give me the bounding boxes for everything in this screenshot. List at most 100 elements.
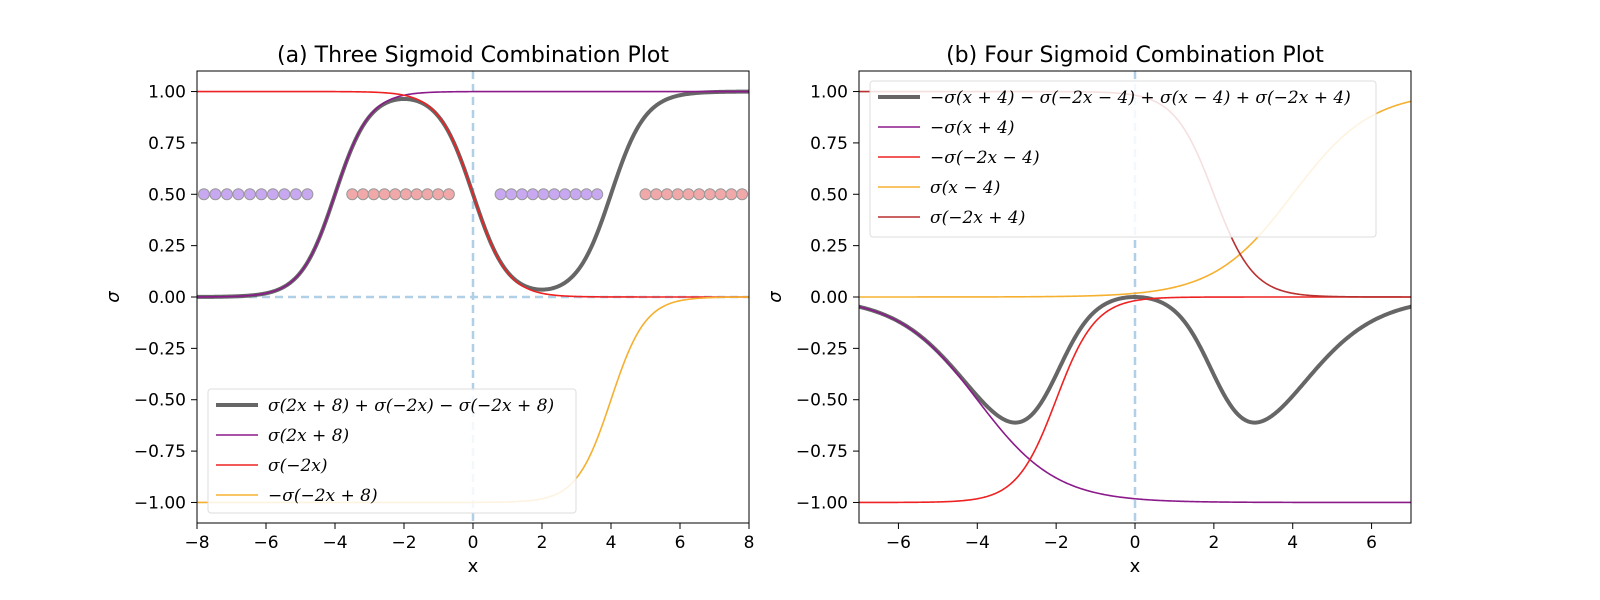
legend-label: −σ(x + 4) — [930, 118, 1015, 138]
marker-point — [301, 188, 314, 201]
marker-point — [410, 188, 423, 201]
marker-point — [671, 188, 684, 201]
legend: −σ(x + 4) − σ(−2x − 4) + σ(x − 4) + σ(−2… — [869, 80, 1377, 238]
marker-point — [432, 188, 445, 201]
marker-point — [559, 188, 571, 201]
marker-point — [650, 188, 663, 201]
marker-point — [505, 188, 518, 201]
x-tick-label: 2 — [537, 533, 548, 553]
marker-point — [660, 188, 673, 201]
y-tick-label: −0.25 — [134, 339, 186, 359]
y-tick-label: −1.00 — [796, 493, 848, 513]
legend-label: σ(2x + 8) — [268, 426, 349, 446]
marker-point — [278, 188, 291, 201]
y-axis-label: σ — [765, 291, 786, 303]
legend-label: σ(2x + 8) + σ(−2x) − σ(−2x + 8) — [268, 396, 554, 416]
x-tick-label: −6 — [253, 533, 278, 553]
marker-point — [494, 188, 507, 201]
series-line-2 — [859, 296, 1411, 504]
marker-point — [516, 188, 529, 201]
marker-point — [367, 188, 380, 201]
chart-panel-a: −8 −6 −4 −2 0 2 4 6 8 −1.00 −0.75 −0.50 −0.25 0.00 0.2… — [103, 43, 754, 577]
y-tick-label: 0.00 — [810, 288, 848, 308]
x-tick-label: −6 — [886, 533, 911, 553]
marker-point — [639, 188, 652, 201]
marker-point — [526, 188, 539, 201]
legend-label: −σ(−2x + 8) — [268, 486, 378, 506]
marker-point — [209, 188, 222, 201]
marker-point — [266, 188, 279, 201]
y-tick-label: 0.25 — [148, 237, 186, 257]
marker-point — [399, 188, 412, 201]
x-tick-label: 0 — [468, 533, 479, 553]
y-tick-label: 0.75 — [810, 134, 848, 154]
x-tick-label: −2 — [1044, 533, 1069, 553]
y-tick-label: −1.00 — [134, 493, 186, 513]
y-tick-label: −0.50 — [796, 391, 848, 411]
y-tick-label: 0.75 — [148, 134, 186, 154]
marker-point — [682, 188, 695, 201]
series-line-1 — [197, 90, 749, 298]
marker-point — [255, 188, 268, 201]
legend-box — [869, 80, 1377, 238]
legend-label: σ(−2x + 4) — [930, 208, 1025, 228]
y-tick-label: 0.00 — [148, 288, 186, 308]
y-tick-label: 0.50 — [148, 185, 186, 205]
marker-point — [736, 188, 749, 201]
legend-label: σ(x − 4) — [930, 178, 1000, 198]
x-tick-label: 6 — [1366, 533, 1377, 553]
marker-point — [289, 188, 302, 201]
marker-point — [548, 188, 561, 201]
x-tick-label: 4 — [1287, 533, 1298, 553]
y-tick-label: −0.50 — [134, 391, 186, 411]
y-tick-label: −0.75 — [796, 442, 848, 462]
y-tick-label: −0.75 — [134, 442, 186, 462]
marker-point — [442, 188, 455, 201]
marker-point — [591, 188, 604, 201]
x-tick-label: 6 — [675, 533, 686, 553]
x-tick-label: −2 — [391, 533, 416, 553]
legend: σ(2x + 8) + σ(−2x) − σ(−2x + 8) σ(2x + 8)… — [207, 388, 577, 514]
x-tick-label: −4 — [322, 533, 347, 553]
marker-point — [356, 188, 369, 201]
x-tick-label: −8 — [184, 533, 209, 553]
y-tick-label: 1.00 — [148, 83, 186, 103]
marker-point — [714, 188, 727, 201]
x-tick-label: 4 — [606, 533, 617, 553]
marker-point — [389, 188, 402, 201]
y-tick-label: 0.50 — [810, 185, 848, 205]
x-axis-label: x — [1130, 556, 1141, 577]
legend-box — [207, 388, 577, 514]
marker-point — [378, 188, 391, 201]
legend-label: −σ(x + 4) − σ(−2x − 4) + σ(x − 4) + σ(−2… — [930, 88, 1351, 108]
marker-point — [703, 188, 716, 201]
chart-panel-b: −6 −4 −2 0 2 4 6 −1.00 −0.75 −0.50 −0.25 0.00 0.25 0.… — [765, 43, 1412, 577]
marker-point — [232, 188, 245, 201]
x-axis-label: x — [468, 556, 479, 577]
chart-title: (a) Three Sigmoid Combination Plot — [277, 43, 669, 68]
series-line-2 — [197, 90, 749, 298]
marker-point — [346, 188, 359, 201]
marker-point — [421, 188, 434, 201]
marker-point — [725, 188, 738, 201]
y-tick-label: 0.25 — [810, 237, 848, 257]
marker-point — [197, 188, 210, 201]
x-tick-label: −4 — [965, 533, 990, 553]
series-line-1 — [859, 305, 1411, 504]
x-tick-label: 0 — [1130, 533, 1141, 553]
marker-point — [243, 188, 256, 201]
y-tick-label: −0.25 — [796, 339, 848, 359]
x-tick-label: 2 — [1208, 533, 1219, 553]
marker-point — [693, 188, 706, 201]
legend-label: σ(−2x) — [268, 456, 328, 476]
legend-label: −σ(−2x − 4) — [930, 148, 1040, 168]
marker-point — [580, 188, 593, 201]
y-tick-label: 1.00 — [810, 83, 848, 103]
chart-title: (b) Four Sigmoid Combination Plot — [946, 43, 1324, 68]
marker-point — [220, 188, 233, 201]
marker-point — [537, 188, 550, 201]
x-tick-label: 8 — [744, 533, 755, 553]
marker-point — [569, 188, 582, 201]
y-axis-label: σ — [103, 291, 124, 303]
